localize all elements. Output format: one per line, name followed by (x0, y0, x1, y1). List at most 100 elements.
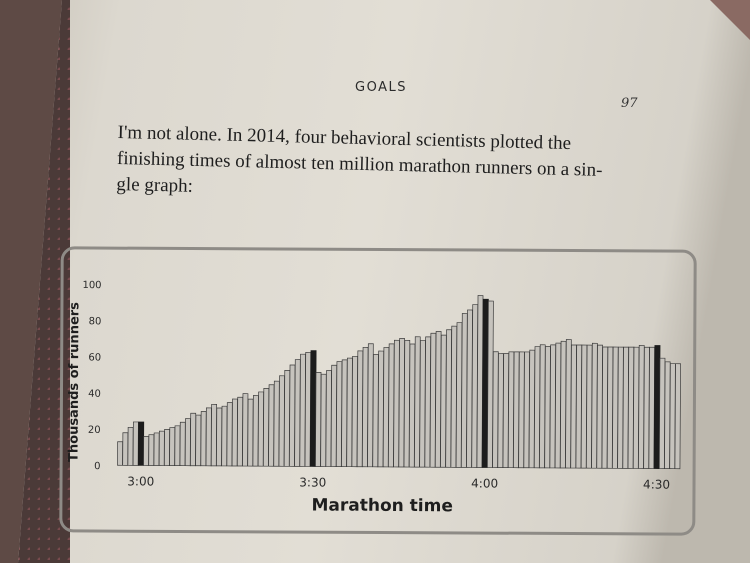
x-tick-label: 3:30 (299, 475, 326, 489)
bar (658, 357, 666, 469)
bar (351, 355, 358, 468)
x-axis-label: Marathon time (311, 495, 452, 516)
bar (638, 345, 645, 469)
bar (617, 346, 624, 469)
bar (648, 346, 655, 469)
bar (247, 398, 254, 467)
bar (262, 387, 270, 467)
bar (398, 338, 405, 468)
y-tick-label: 0 (94, 461, 100, 472)
bar (184, 418, 191, 467)
bar (148, 434, 155, 466)
bar (216, 407, 223, 467)
bar (596, 344, 603, 469)
bar (424, 336, 432, 468)
bar (320, 373, 327, 467)
bar (153, 432, 160, 466)
bar (440, 334, 447, 468)
bar (643, 346, 650, 469)
y-tick-label: 60 (88, 352, 101, 363)
bar (565, 339, 572, 469)
bar (586, 344, 593, 469)
bar (419, 340, 426, 468)
bar-highlight (137, 421, 145, 466)
bar (570, 344, 577, 469)
bar (221, 405, 228, 467)
bar (132, 421, 139, 466)
bar (502, 353, 510, 469)
bar (664, 361, 671, 470)
bar (341, 359, 348, 468)
bar (627, 346, 635, 469)
bar (606, 346, 614, 469)
bar (257, 391, 264, 467)
bar (445, 329, 452, 468)
bar (299, 353, 306, 467)
x-tick-label: 4:30 (643, 477, 670, 491)
y-tick-label: 80 (89, 316, 102, 327)
bar (539, 344, 546, 469)
bar (158, 430, 165, 466)
bar (268, 384, 275, 467)
bar (528, 349, 536, 469)
bar (179, 421, 186, 467)
bar (117, 441, 123, 466)
bar (174, 425, 181, 467)
bar (226, 402, 233, 467)
y-tick-label: 20 (88, 425, 101, 436)
bar (289, 364, 296, 467)
bar (388, 343, 395, 468)
running-head: GOALS (355, 80, 407, 95)
bar (544, 346, 551, 469)
bar (164, 429, 170, 466)
bar (127, 426, 134, 466)
bar (169, 427, 176, 466)
bar (549, 344, 557, 469)
bar (414, 336, 421, 468)
bar (518, 351, 525, 469)
bar (523, 351, 530, 469)
bar (367, 343, 374, 468)
bar (507, 351, 515, 469)
x-tick-label: 3:00 (127, 474, 154, 488)
bar (273, 380, 280, 467)
bar (205, 407, 212, 467)
bar (372, 354, 379, 468)
bar (612, 346, 619, 469)
bar (252, 395, 259, 467)
bar (278, 375, 285, 467)
bar (601, 346, 609, 469)
bar (330, 364, 338, 467)
bar (492, 351, 499, 468)
bar (429, 332, 437, 468)
bar (554, 342, 562, 469)
bar (294, 359, 301, 467)
bar (231, 398, 238, 467)
y-axis-label: Thousands of runners (66, 302, 82, 462)
bar (497, 353, 504, 468)
bar (236, 396, 244, 467)
bar (356, 350, 364, 468)
bar (674, 363, 681, 470)
bar (393, 339, 400, 468)
bar (434, 331, 442, 468)
bar (622, 346, 629, 469)
bar (533, 346, 541, 469)
bar (575, 344, 583, 469)
bar (335, 361, 343, 467)
bar (377, 350, 385, 468)
bar (143, 436, 150, 466)
y-tick-label: 40 (88, 389, 101, 400)
bar (669, 363, 676, 470)
x-tick-label: 4:00 (471, 476, 498, 490)
bar (304, 352, 312, 467)
bar (632, 346, 640, 469)
bar (591, 342, 598, 469)
bar (242, 393, 249, 467)
bar (190, 412, 197, 467)
bar (210, 403, 217, 467)
bar (580, 344, 588, 469)
bar (408, 343, 416, 468)
